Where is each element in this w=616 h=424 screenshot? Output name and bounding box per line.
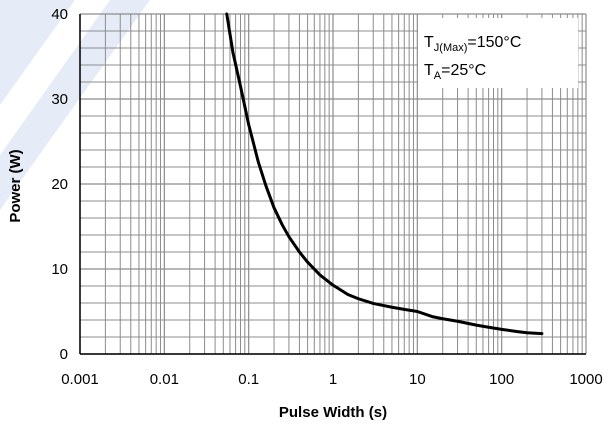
curve-layer — [225, 12, 544, 336]
x-tick-label: 0.1 — [238, 371, 259, 388]
x-tick-label: 100 — [489, 371, 514, 388]
watermark-stripe-1 — [0, 0, 75, 105]
x-tick-label: 0.001 — [61, 371, 99, 388]
x-tick-label: 10 — [409, 371, 426, 388]
x-tick-label: 1000 — [569, 371, 602, 388]
axes — [79, 14, 586, 355]
annotation-box: TJ(Max)=150°C TA=25°C — [418, 18, 578, 88]
power-curve — [225, 12, 544, 336]
watermark — [0, 0, 150, 210]
annotation-background — [418, 18, 578, 88]
x-tick-label: 0.01 — [150, 371, 179, 388]
y-tick-label: 20 — [51, 176, 68, 193]
y-tick-label: 40 — [51, 6, 68, 23]
y-tick-label: 30 — [51, 91, 68, 108]
watermark-stripe-2 — [0, 0, 150, 210]
x-tick-label: 1 — [329, 371, 337, 388]
grid — [79, 13, 587, 355]
x-axis-title: Pulse Width (s) — [279, 404, 387, 421]
annotation-line-2: TA=25°C — [424, 62, 486, 82]
tick-labels: 0.001 0.01 0.1 1 10 100 1000 0 10 20 30 40 — [51, 6, 602, 388]
y-axis-title: Power (W) — [7, 149, 24, 222]
annotation-line-1: TJ(Max)=150°C — [424, 34, 521, 54]
y-tick-label: 10 — [51, 261, 68, 278]
y-tick-label: 0 — [60, 346, 68, 363]
